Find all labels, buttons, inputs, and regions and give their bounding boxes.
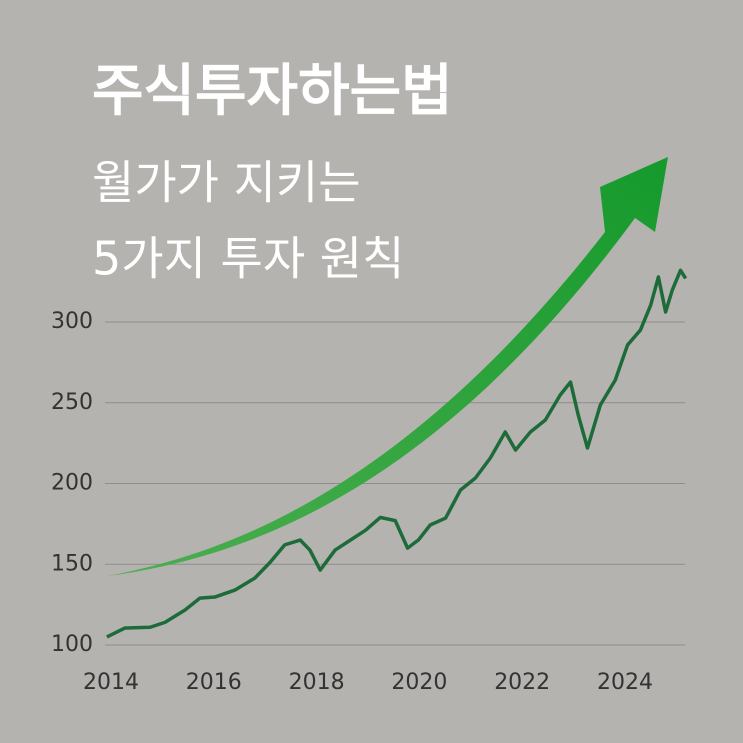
y-tick-label: 100 bbox=[51, 632, 93, 657]
y-tick-label: 300 bbox=[51, 309, 93, 334]
y-tick-label: 200 bbox=[51, 471, 93, 496]
line-series bbox=[106, 268, 688, 639]
chart-subtitle: 월가가 지키는 bbox=[92, 156, 361, 210]
chart-subtitle: 5가지 투자 원칙 bbox=[92, 232, 404, 286]
chart-title: 주식투자하는법 bbox=[92, 59, 453, 124]
x-tick-label: 2016 bbox=[186, 670, 242, 695]
x-tick-label: 2014 bbox=[83, 670, 139, 695]
y-tick-label: 150 bbox=[51, 551, 93, 576]
x-tick-label: 2020 bbox=[391, 670, 447, 695]
x-tick-label: 2024 bbox=[597, 670, 653, 695]
x-tick-label: 2018 bbox=[289, 670, 345, 695]
trend-arrow bbox=[107, 157, 668, 576]
x-tick-label: 2022 bbox=[494, 670, 550, 695]
y-tick-label: 250 bbox=[51, 390, 93, 415]
grid bbox=[105, 321, 685, 646]
